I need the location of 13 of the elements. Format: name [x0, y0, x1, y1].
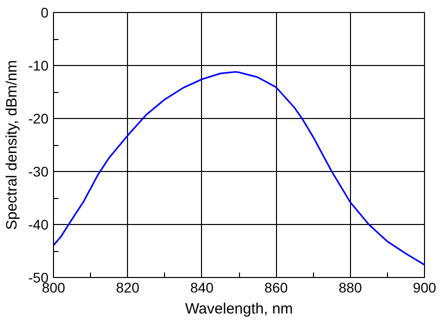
x-tick-label: 820: [116, 280, 140, 296]
y-tick-label: -10: [28, 58, 49, 74]
y-tick-label: -20: [28, 110, 49, 126]
x-axis-title: Wavelength, nm: [185, 300, 293, 318]
y-tick-label: -40: [28, 216, 49, 232]
y-tick-label: 0: [40, 4, 49, 20]
x-tick-label: 880: [338, 280, 362, 296]
y-tick-label: -30: [28, 164, 49, 180]
x-tick-label: 840: [190, 280, 214, 296]
line-series: [54, 71, 424, 266]
y-axis-title: Spectral density, dBm/nm: [3, 60, 20, 230]
x-tick-label: 900: [412, 280, 436, 296]
x-tick-label: 860: [264, 280, 288, 296]
